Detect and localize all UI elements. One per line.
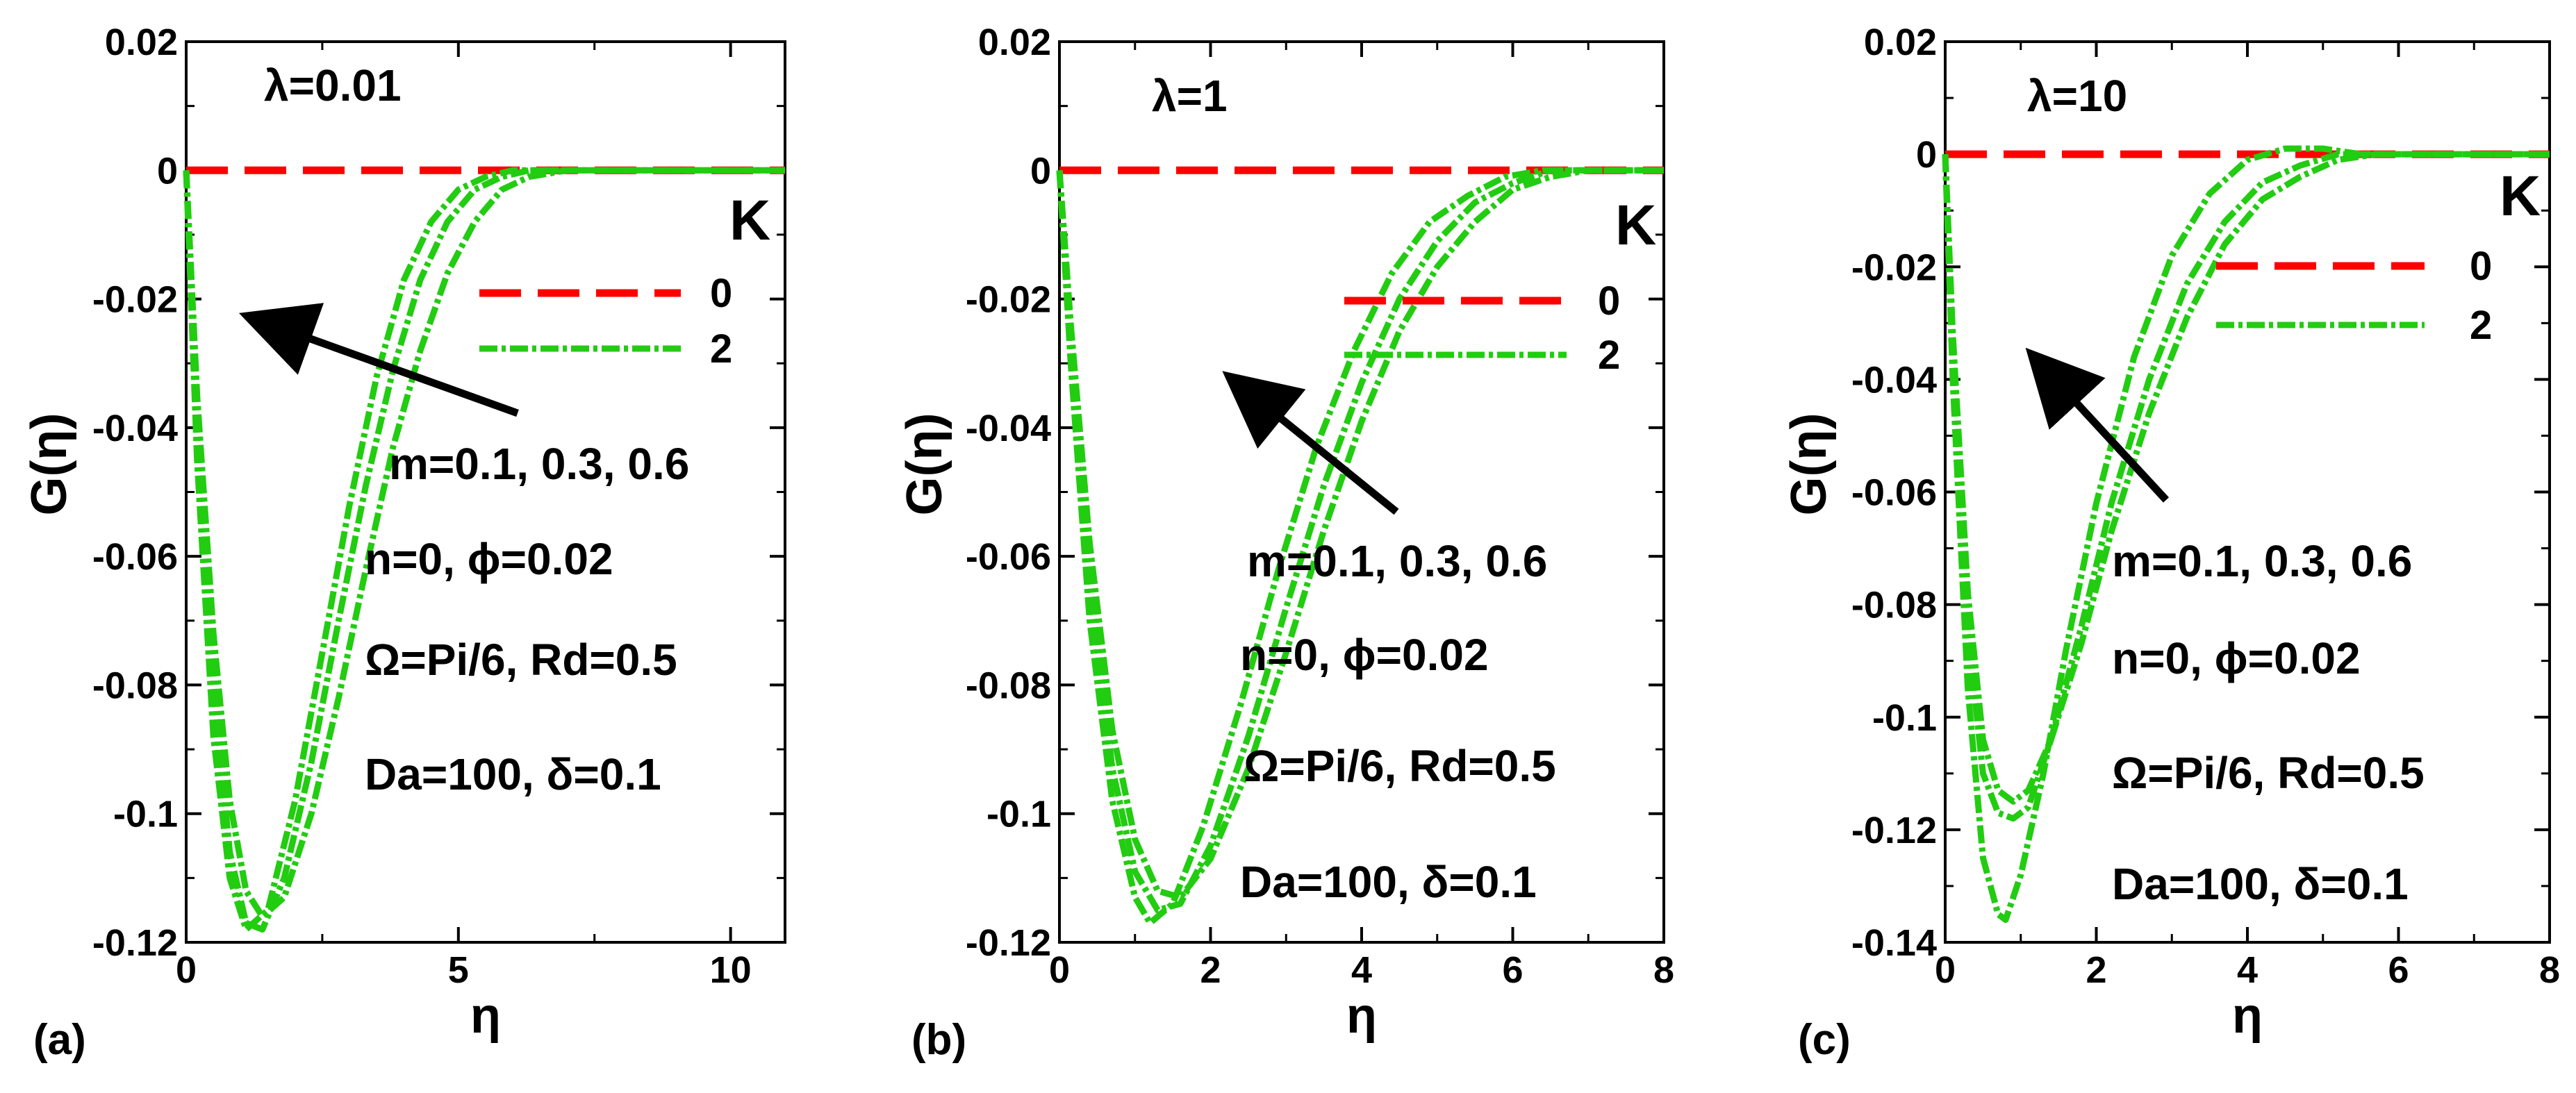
y-tick-label: -0.1 [113, 794, 178, 835]
y-axis-label: G(η) [1781, 413, 1837, 516]
trend-arrow [238, 303, 519, 417]
legend-label: 0 [1598, 278, 1620, 324]
y-tick-label: -0.08 [966, 665, 1051, 706]
trend-arrow [1222, 371, 1399, 515]
plot-frame [1058, 40, 1665, 944]
panel-label: (a) [33, 1016, 86, 1064]
y-tick-label: -0.12 [1851, 810, 1937, 851]
x-tick-label: 5 [448, 949, 469, 991]
legend-title: K [729, 189, 770, 252]
series-line-k2-m1 [1056, 167, 1664, 926]
parameter-annotation: Ω=Pi/6, Rd=0.5 [2112, 748, 2425, 798]
panel-label: (b) [911, 1016, 966, 1064]
y-tick-label: -0.1 [986, 794, 1051, 835]
y-tick-label: 0.02 [105, 22, 178, 63]
series-line-k2-m1 [1942, 145, 2550, 924]
x-tick-label: 4 [2237, 949, 2258, 991]
y-tick-label: -0.08 [1851, 585, 1937, 626]
y-tick-label: 0 [1916, 134, 1937, 176]
x-tick-label: 0 [176, 949, 197, 991]
parameter-annotation: Ω=Pi/6, Rd=0.5 [365, 635, 677, 685]
x-axis-label: η [470, 988, 501, 1044]
y-tick-label: -0.06 [1851, 472, 1937, 514]
parameter-annotation: m=0.1, 0.3, 0.6 [2112, 536, 2412, 586]
x-tick-label: 4 [1351, 949, 1372, 991]
series-line-k2-m2 [1942, 151, 2550, 822]
y-tick-label: -0.02 [1851, 247, 1937, 288]
y-tick-label: -0.02 [92, 279, 178, 321]
x-tick-label: 8 [1653, 949, 1674, 991]
parameter-annotation: Da=100, δ=0.1 [1240, 857, 1537, 907]
parameter-annotation: Da=100, δ=0.1 [365, 749, 661, 799]
series-line-k2-m3 [183, 167, 785, 920]
parameter-annotation: n=0, ϕ=0.02 [365, 534, 613, 584]
series-line-k2-m2 [183, 167, 785, 933]
x-tick-label: 2 [1200, 949, 1221, 991]
parameter-annotation: Da=100, δ=0.1 [2112, 859, 2409, 909]
panel-a: 0.020-0.02-0.04-0.06-0.08-0.1-0.120 5 10ηG… [22, 22, 786, 1064]
panel-c: 0.020-0.02-0.04-0.06-0.08-0.1-0.12-0.140… [1781, 22, 2560, 1064]
legend-title: K [2500, 165, 2541, 228]
series-line-k2-m3 [1056, 167, 1664, 901]
x-tick-label: 6 [2388, 949, 2409, 991]
x-tick-label: 6 [1502, 949, 1523, 991]
y-tick-label: -0.06 [966, 536, 1051, 578]
y-tick-label: -0.04 [1851, 359, 1937, 401]
parameter-annotation: n=0, ϕ=0.02 [2112, 633, 2361, 683]
x-tick-label: 0 [1935, 949, 1956, 991]
y-tick-label: -0.04 [92, 408, 178, 449]
panel-title: λ=1 [1152, 71, 1228, 121]
series-line-k2-m3 [1942, 151, 2550, 805]
y-tick-label: -0.02 [966, 279, 1051, 321]
parameter-annotation: Ω=Pi/6, Rd=0.5 [1244, 741, 1556, 791]
x-tick-label: 8 [2539, 949, 2560, 991]
parameter-annotation: n=0, ϕ=0.02 [1240, 630, 1489, 680]
y-tick-label: -0.14 [1851, 922, 1937, 964]
series-line-k2-m1 [183, 167, 785, 933]
x-tick-label: 2 [2086, 949, 2106, 991]
panel-title: λ=10 [2027, 71, 2127, 121]
legend-label: 2 [2470, 303, 2492, 348]
panel-b: 0.020-0.02-0.04-0.06-0.08-0.1-0.120 2 4 6 8η… [897, 22, 1674, 1064]
panel-title: λ=0.01 [264, 60, 402, 110]
y-tick-label: 0.02 [1864, 22, 1937, 63]
series-line-k2-m2 [1056, 167, 1664, 914]
x-tick-label: 10 [710, 949, 752, 991]
y-tick-label: -0.12 [966, 922, 1051, 964]
y-axis-label: G(η) [897, 413, 952, 516]
y-tick-label: 0.02 [978, 22, 1051, 63]
y-tick-label: 0 [1030, 150, 1051, 192]
y-tick-label: 0 [157, 150, 178, 192]
legend-label: 0 [710, 271, 732, 316]
x-tick-label: 0 [1049, 949, 1070, 991]
x-axis-label: η [2232, 988, 2263, 1044]
legend-label: 2 [1598, 333, 1620, 378]
legend-label: 2 [710, 326, 732, 372]
legend-label: 0 [2470, 244, 2492, 289]
y-axis-label: G(η) [22, 413, 77, 516]
y-tick-label: -0.04 [966, 408, 1051, 449]
y-tick-label: -0.12 [92, 922, 178, 964]
x-axis-label: η [1346, 988, 1377, 1044]
panel-label: (c) [1798, 1016, 1851, 1064]
parameter-annotation: m=0.1, 0.3, 0.6 [1247, 536, 1547, 586]
legend-title: K [1615, 194, 1656, 257]
parameter-annotation: m=0.1, 0.3, 0.6 [389, 439, 689, 489]
trend-arrow [2025, 347, 2170, 503]
y-tick-label: -0.06 [92, 536, 178, 578]
y-tick-label: -0.1 [1872, 697, 1937, 739]
y-tick-label: -0.08 [92, 665, 178, 706]
